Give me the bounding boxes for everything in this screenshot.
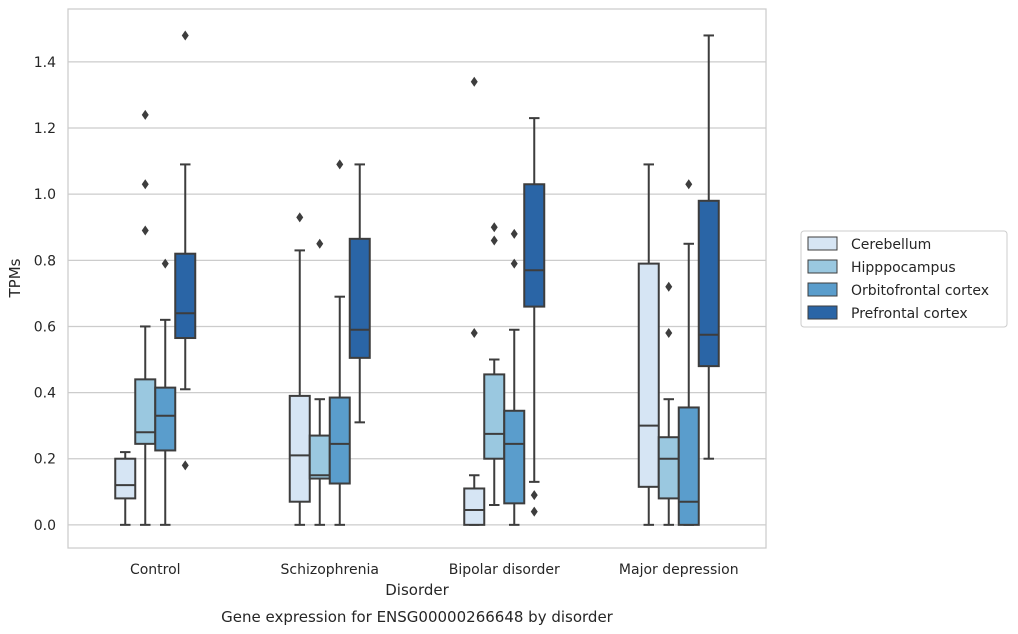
outlier-point-0 bbox=[470, 328, 478, 339]
box-2-0 bbox=[154, 258, 177, 526]
outlier-point-0 bbox=[490, 235, 498, 246]
box-body bbox=[154, 386, 177, 452]
box-2-2 bbox=[503, 228, 526, 526]
y-tick-label-4: 0.8 bbox=[34, 253, 56, 269]
outlier-point-0 bbox=[510, 258, 518, 269]
outlier-point-1 bbox=[665, 281, 673, 292]
box-body bbox=[114, 457, 137, 500]
box-2-3 bbox=[677, 179, 700, 526]
box-3-3 bbox=[697, 34, 720, 460]
box-body bbox=[348, 237, 371, 359]
box-body bbox=[308, 434, 331, 480]
outlier-point-1 bbox=[181, 30, 189, 41]
x-tick-label-3: Major depression bbox=[619, 562, 739, 578]
legend-label-3: Prefrontal cortex bbox=[851, 306, 968, 322]
outlier-point-0 bbox=[296, 212, 304, 223]
box-1-0 bbox=[134, 109, 157, 526]
box-body bbox=[134, 378, 157, 445]
legend-swatch-2 bbox=[807, 282, 838, 297]
outlier-point-1 bbox=[510, 228, 518, 239]
boxes bbox=[114, 30, 720, 526]
y-axis-label: TPMs bbox=[6, 258, 24, 298]
y-tick-label-6: 1.2 bbox=[34, 121, 56, 137]
box-3-1 bbox=[348, 163, 371, 424]
box-2-1 bbox=[328, 159, 351, 526]
x-tick-label-1: Schizophrenia bbox=[281, 562, 379, 578]
outlier-point-1 bbox=[470, 76, 478, 87]
y-tick-labels: 0.0 0.2 0.4 0.6 0.8 1.0 1.2 1.4 bbox=[34, 55, 56, 534]
y-tick-label-1: 0.2 bbox=[34, 452, 56, 468]
box-0-2 bbox=[463, 76, 486, 526]
box-0-0 bbox=[114, 451, 137, 526]
legend-swatch-3 bbox=[807, 305, 838, 320]
legend-label-2: Orbitofrontal cortex bbox=[851, 283, 989, 299]
x-axis-label: Disorder bbox=[385, 581, 449, 599]
plot-frame bbox=[67, 8, 767, 549]
box-3-2 bbox=[523, 117, 546, 517]
outlier-point-0 bbox=[665, 328, 673, 339]
outlier-point-0 bbox=[161, 258, 169, 269]
legend-label-0: Cerebellum bbox=[851, 237, 931, 253]
outlier-point-0 bbox=[530, 506, 538, 517]
box-3-0 bbox=[174, 30, 197, 471]
y-tick-label-7: 1.4 bbox=[34, 55, 56, 71]
outlier-point-0 bbox=[685, 179, 693, 190]
y-tick-label-3: 0.6 bbox=[34, 319, 56, 335]
legend-swatch-0 bbox=[807, 236, 838, 251]
box-body bbox=[503, 409, 526, 505]
legend-label-1: Hipppocampus bbox=[851, 260, 956, 276]
box-body bbox=[174, 252, 197, 340]
y-tick-label-0: 0.0 bbox=[34, 518, 56, 534]
box-0-1 bbox=[288, 212, 311, 526]
legend-swatch-1 bbox=[807, 259, 838, 274]
outlier-point-0 bbox=[141, 225, 149, 236]
box-body bbox=[483, 373, 506, 460]
box-body bbox=[328, 396, 351, 485]
x-tick-label-0: Control bbox=[130, 562, 181, 578]
legend-frame bbox=[800, 230, 1008, 328]
figure-caption: Gene expression for ENSG00000266648 by d… bbox=[221, 608, 614, 626]
box-body bbox=[463, 487, 486, 526]
box-body bbox=[288, 394, 311, 503]
box-body bbox=[657, 436, 680, 500]
legend: Cerebellum Hipppocampus Orbitofrontal cort… bbox=[800, 230, 1008, 328]
box-body bbox=[677, 406, 700, 526]
box-1-2 bbox=[483, 222, 506, 507]
box-body bbox=[523, 183, 546, 308]
box-0-3 bbox=[637, 163, 660, 526]
outlier-point-0 bbox=[316, 238, 324, 249]
outlier-point-0 bbox=[181, 460, 189, 471]
box-1-1 bbox=[308, 238, 331, 526]
outlier-point-0 bbox=[336, 159, 344, 170]
outlier-point-1 bbox=[490, 222, 498, 233]
x-tick-labels: Control Schizophrenia Bipolar disorder Majo… bbox=[130, 562, 739, 578]
box-body bbox=[697, 199, 720, 368]
outlier-point-1 bbox=[530, 490, 538, 501]
x-tick-label-2: Bipolar disorder bbox=[449, 562, 560, 578]
y-tick-label-5: 1.0 bbox=[34, 187, 56, 203]
outlier-point-1 bbox=[141, 179, 149, 190]
box-1-3 bbox=[657, 281, 680, 526]
outlier-point-2 bbox=[141, 109, 149, 120]
box-body bbox=[637, 262, 660, 488]
y-tick-label-2: 0.4 bbox=[34, 386, 56, 402]
